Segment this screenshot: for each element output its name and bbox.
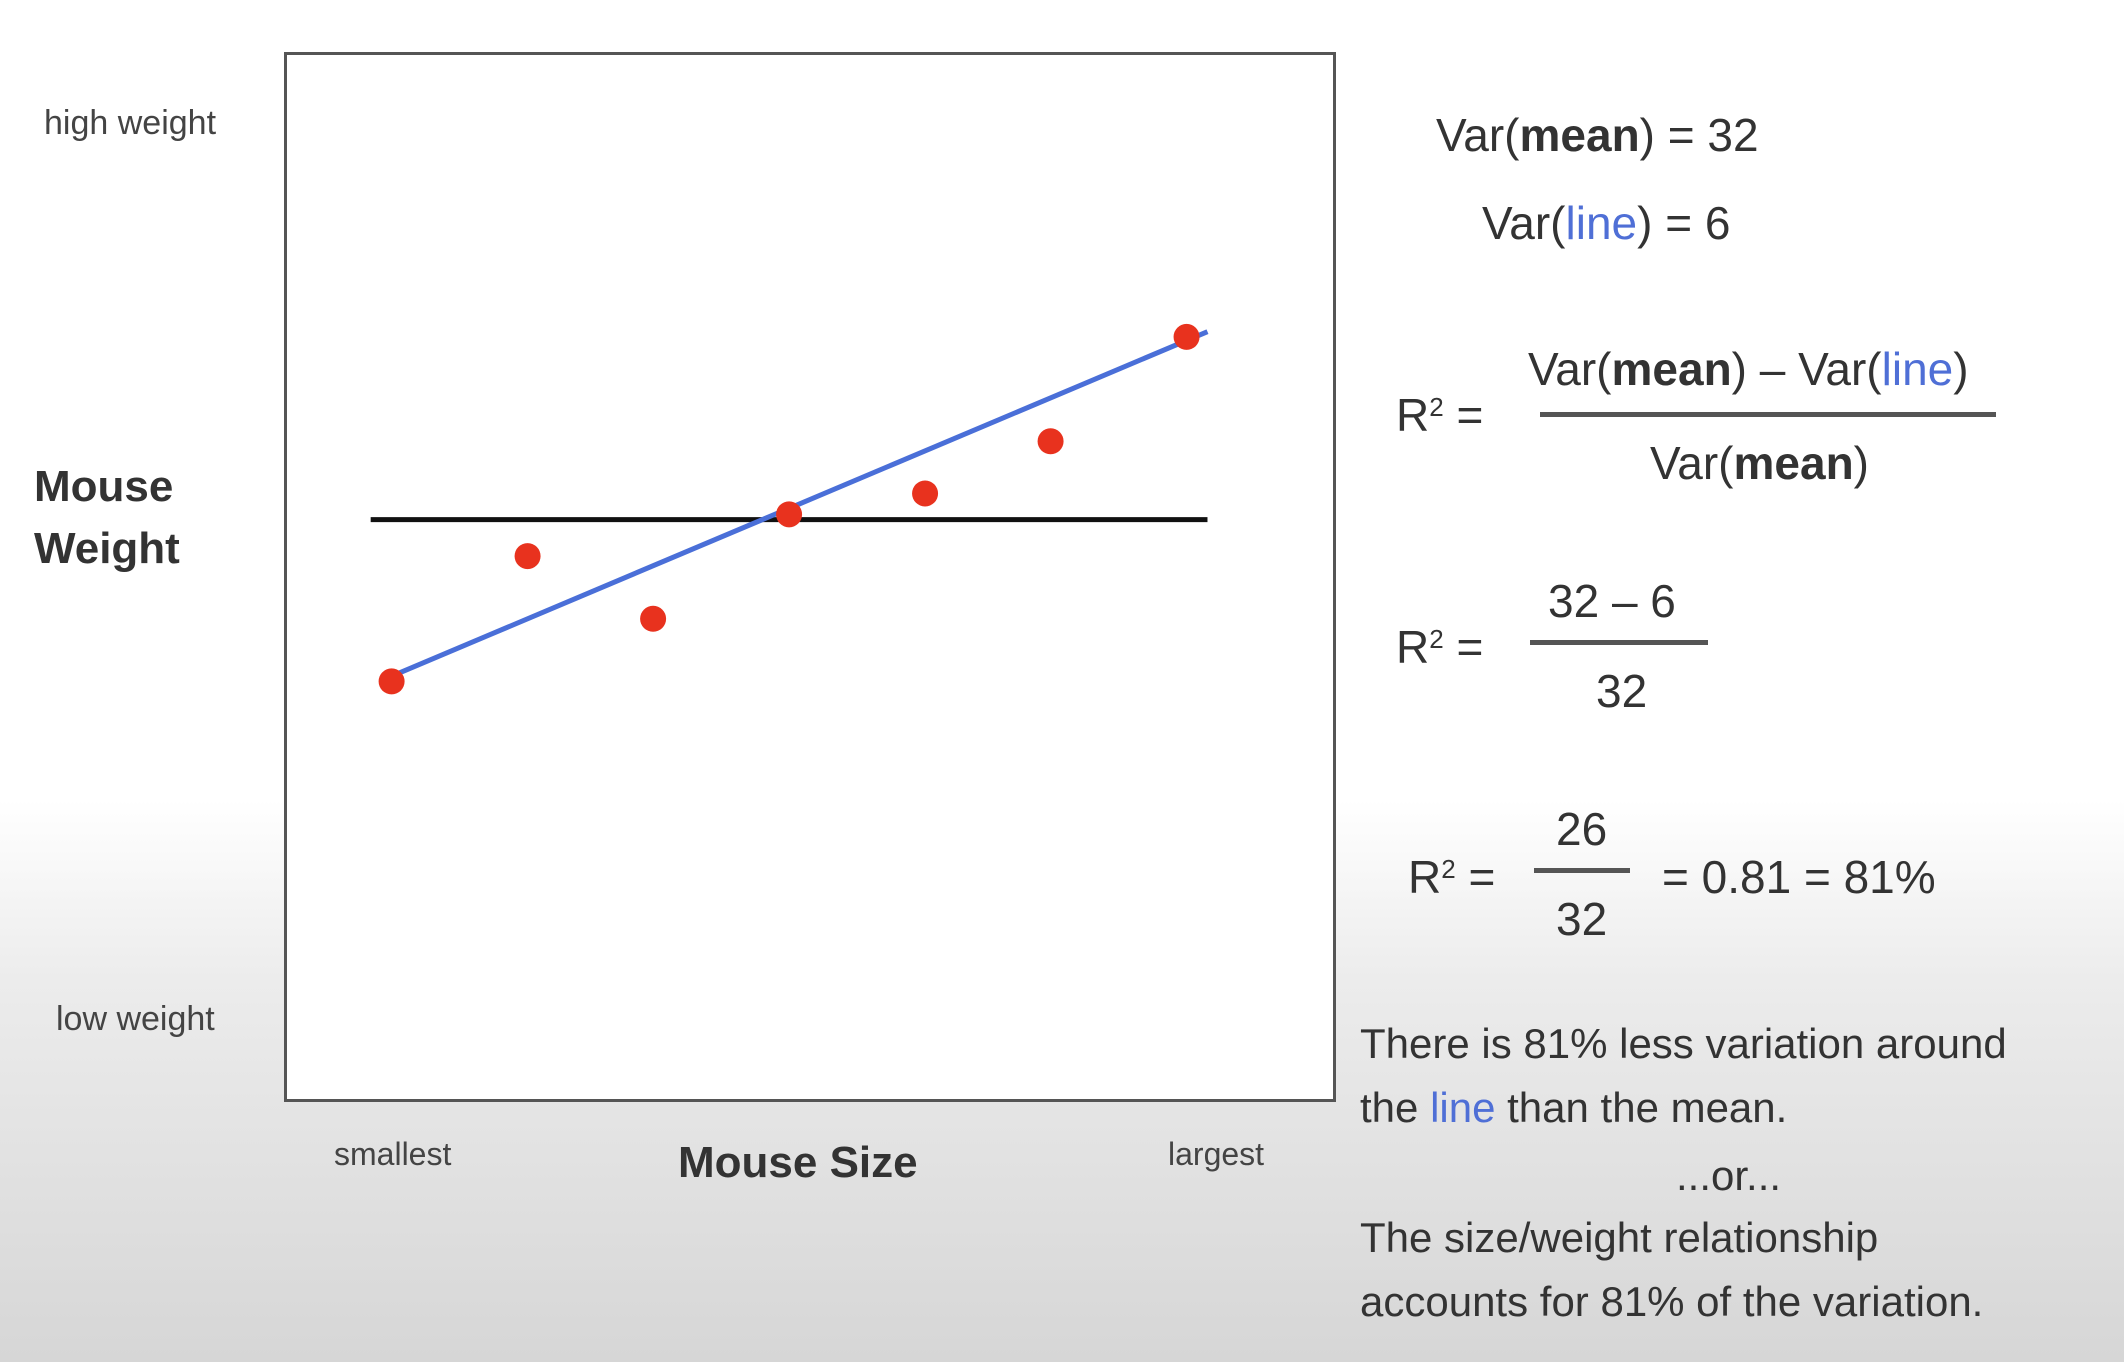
step3-denominator: 32: [1556, 893, 1608, 945]
x-tick-smallest: smallest: [334, 1136, 452, 1172]
r2-eq-2: =: [1443, 621, 1484, 673]
r2-label-2: R2 =: [1396, 620, 1483, 674]
x-tick-largest: largest: [1168, 1136, 1265, 1172]
step3-fraction-bar: [1534, 868, 1630, 873]
explanation-line-2: the line than the mean.: [1360, 1076, 1787, 1140]
r2-letter-3: R: [1408, 851, 1442, 903]
formula-fraction-bar: [1540, 412, 1996, 417]
data-point-7: [1173, 323, 1200, 350]
y-tick-low: low weight: [56, 1000, 215, 1038]
data-point-5: [912, 480, 939, 507]
formula-denominator: Var(mean): [1650, 436, 1869, 490]
r2-label-3: R2 =: [1408, 850, 1495, 904]
formula-num-d: line: [1881, 343, 1954, 395]
formula-numerator: Var(mean) – Var(line): [1528, 342, 1969, 396]
formula-den-b: mean: [1733, 437, 1854, 489]
explanation-line-3: The size/weight relationship: [1360, 1214, 1879, 1261]
r2-letter-1: R: [1396, 389, 1430, 441]
y-tick-high: high weight: [44, 104, 217, 142]
step3-result: = 0.81 = 81%: [1662, 851, 1936, 903]
y-axis-label: Mouse Weight: [34, 456, 180, 580]
var-line-suffix: ) = 6: [1637, 197, 1731, 249]
r2-label-1: R2 =: [1396, 388, 1483, 442]
explanation-or: ...or...: [1676, 1152, 1782, 1199]
r2-sup-1: 2: [1429, 392, 1444, 422]
data-point-1: [378, 668, 405, 695]
explanation-line-2-blue: line: [1430, 1084, 1496, 1131]
var-line-prefix: Var(: [1482, 197, 1566, 249]
r2-sup-3: 2: [1441, 854, 1456, 884]
step2-numerator: 32 – 6: [1548, 575, 1676, 627]
formula-den-c: ): [1853, 437, 1869, 489]
formula-den-a: Var(: [1650, 437, 1734, 489]
step3-numerator: 26: [1556, 803, 1608, 855]
data-point-2: [514, 543, 541, 570]
var-mean-bold: mean: [1519, 109, 1640, 161]
formula-num-b: mean: [1611, 343, 1732, 395]
r2-letter-2: R: [1396, 621, 1430, 673]
r2-sup-2: 2: [1429, 624, 1444, 654]
var-line-blue: line: [1565, 197, 1638, 249]
x-axis-label: Mouse Size: [678, 1138, 918, 1187]
data-point-6: [1037, 428, 1064, 455]
y-axis-label-line2: Weight: [34, 524, 180, 573]
formula-num-a: Var(: [1528, 343, 1612, 395]
y-axis-label-line1: Mouse: [34, 462, 174, 511]
var-mean-suffix: ) = 32: [1639, 109, 1759, 161]
explanation-line-4: accounts for 81% of the variation.: [1360, 1278, 1984, 1325]
data-point-4: [776, 501, 803, 528]
explanation-line-2-a: the: [1360, 1084, 1431, 1131]
var-mean-equation: Var(mean) = 32: [1436, 108, 1759, 162]
plot-area: [284, 52, 1336, 1102]
var-mean-prefix: Var(: [1436, 109, 1520, 161]
formula-num-c: ) – Var(: [1731, 343, 1882, 395]
formula-num-e: ): [1953, 343, 1969, 395]
step2-denominator: 32: [1596, 665, 1648, 717]
r2-eq-1: =: [1443, 389, 1484, 441]
step2-fraction-bar: [1530, 640, 1708, 645]
explanation-line-2-b: than the mean.: [1495, 1084, 1788, 1131]
r2-eq-3: =: [1455, 851, 1496, 903]
fit-line: [390, 329, 1209, 679]
explanation-line-1: There is 81% less variation around: [1360, 1020, 2007, 1067]
var-line-equation: Var(line) = 6: [1482, 196, 1730, 250]
data-point-3: [640, 605, 667, 632]
chart-svg: [370, 323, 1209, 695]
